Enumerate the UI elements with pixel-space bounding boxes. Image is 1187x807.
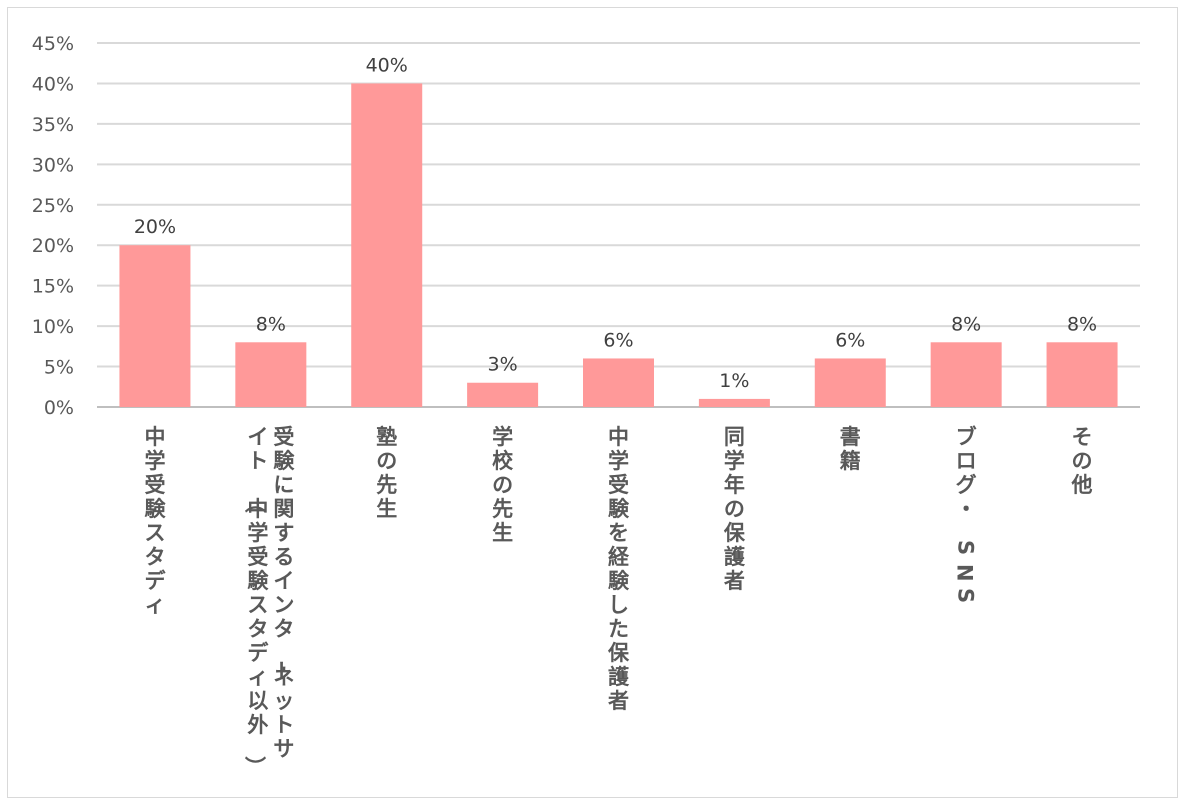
category-label: 受験に関するインターネットサ (268, 425, 295, 761)
y-tick-label: 15% (32, 276, 74, 298)
data-label: 40% (366, 54, 408, 76)
y-tick-label: 35% (32, 114, 74, 136)
y-tick-label: 25% (32, 195, 74, 217)
category-label: その他 (1071, 425, 1093, 497)
category-label: ブログ・ S N S (952, 425, 977, 603)
y-tick-label: 0% (44, 397, 74, 419)
data-label: 8% (1067, 313, 1097, 335)
bar (119, 245, 191, 407)
y-tick-label: 10% (32, 316, 74, 338)
bar (235, 342, 307, 407)
bar (583, 358, 654, 407)
bar (930, 342, 1002, 407)
bar (1046, 342, 1118, 407)
data-label: 8% (951, 313, 981, 335)
y-tick-label: 20% (32, 235, 74, 257)
data-label: 20% (134, 216, 176, 238)
data-label: 8% (256, 313, 286, 335)
category-label: 中学受験スタディ (144, 425, 166, 617)
data-label: 3% (488, 354, 518, 376)
category-label: 塾の先生 (376, 425, 397, 521)
y-tick-label: 5% (44, 357, 74, 379)
bar (467, 382, 539, 407)
data-label: 6% (603, 329, 633, 351)
y-tick-label: 45% (32, 33, 74, 55)
bar (351, 83, 423, 407)
category-label: 学校の先生 (492, 425, 514, 545)
category-label: 書籍 (840, 425, 861, 473)
data-label: 6% (835, 329, 865, 351)
category-label: 同学年の保護者 (723, 425, 746, 593)
bar (698, 398, 770, 407)
data-label: 1% (719, 370, 749, 392)
category-label: 中学受験を経験した保護者 (607, 425, 630, 713)
bar (814, 358, 886, 407)
y-tick-label: 40% (32, 73, 74, 95)
y-tick-label: 30% (32, 154, 74, 176)
category-label: イト（中学受験スタディ以外） (242, 425, 269, 777)
